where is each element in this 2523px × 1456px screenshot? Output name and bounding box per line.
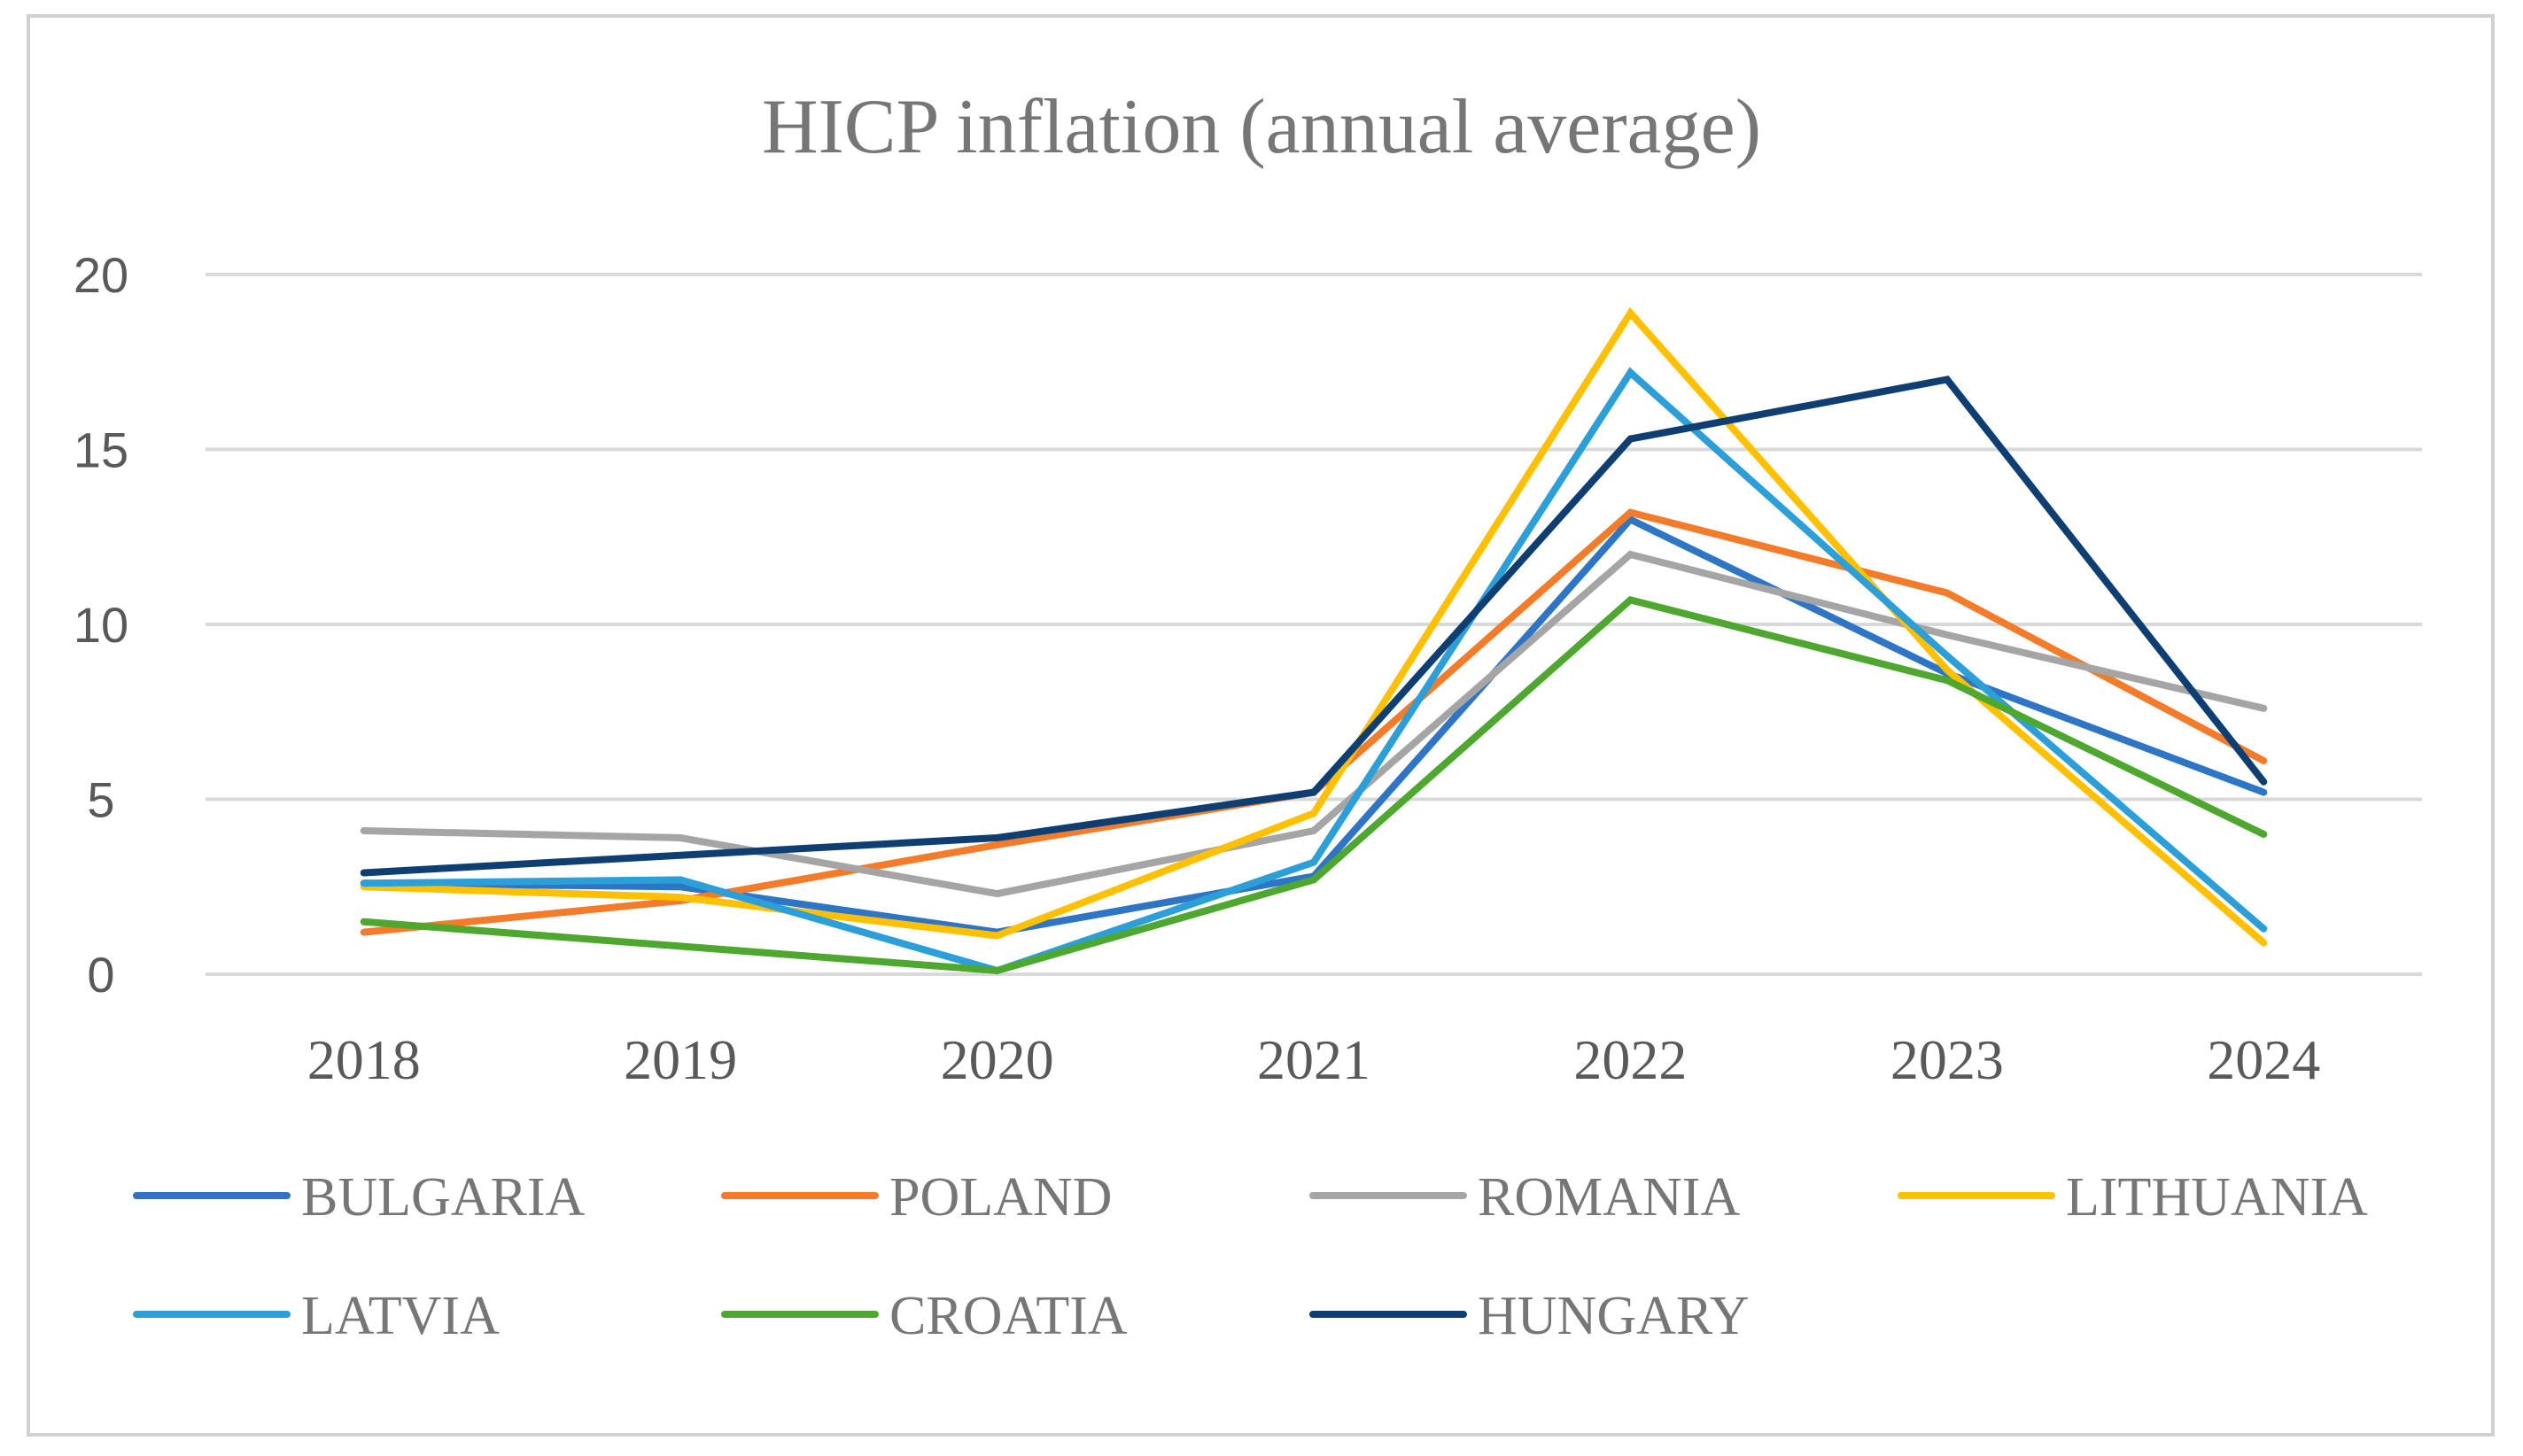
series-line-poland: [360, 508, 2268, 936]
y-tick-label: 0: [87, 947, 114, 1003]
legend-item-latvia: LATVIA: [133, 1286, 500, 1346]
x-tick-label: 2021: [1257, 1028, 1370, 1091]
y-tick-label: 10: [74, 597, 128, 653]
line-chart: HICP inflation (annual average) 0 5 10 15 20…: [74, 84, 2422, 1346]
legend: BULGARIA POLAND ROMANIA LITHUANIA LATVIA CROA…: [133, 1167, 2368, 1346]
legend-item-lithuania: LITHUANIA: [1898, 1167, 2368, 1228]
series-line-croatia: [360, 596, 2268, 975]
series-line-hungary: [360, 376, 2268, 877]
series-line-bulgaria: [360, 515, 2268, 936]
series-lines: [360, 306, 2268, 975]
legend-label: CROATIA: [889, 1286, 1128, 1346]
series-line-latvia: [360, 367, 2268, 975]
legend-item-bulgaria: BULGARIA: [133, 1167, 586, 1228]
x-tick-label: 2023: [1890, 1028, 2004, 1091]
legend-label: LATVIA: [301, 1286, 500, 1346]
y-tick-label: 15: [74, 422, 128, 478]
y-tick-label: 5: [87, 772, 114, 828]
legend-item-romania: ROMANIA: [1309, 1167, 1740, 1228]
y-tick-label: 20: [74, 247, 128, 303]
x-tick-label: 2019: [624, 1028, 737, 1091]
legend-label: POLAND: [889, 1167, 1112, 1228]
series-line-romania: [360, 550, 2268, 898]
legend-item-hungary: HUNGARY: [1309, 1286, 1750, 1346]
legend-item-croatia: CROATIA: [721, 1286, 1128, 1346]
legend-item-poland: POLAND: [721, 1167, 1112, 1228]
x-tick-label: 2024: [2207, 1028, 2320, 1091]
y-axis-ticks: 0 5 10 15 20: [74, 247, 128, 1003]
legend-label: HUNGARY: [1478, 1286, 1750, 1346]
series-line-lithuania: [360, 306, 2268, 947]
chart-title: HICP inflation (annual average): [762, 84, 1761, 170]
legend-label: LITHUANIA: [2066, 1167, 2368, 1228]
x-tick-label: 2022: [1573, 1028, 1687, 1091]
gridlines: [206, 273, 2422, 976]
legend-label: ROMANIA: [1478, 1167, 1740, 1228]
x-tick-label: 2018: [307, 1028, 421, 1091]
chart-frame: HICP inflation (annual average) 0 5 10 15 20…: [27, 14, 2495, 1437]
x-tick-label: 2020: [941, 1028, 1054, 1091]
legend-label: BULGARIA: [301, 1167, 586, 1228]
x-axis-ticks: 2018 2019 2020 2021 2022 2023 2024: [307, 1028, 2321, 1091]
